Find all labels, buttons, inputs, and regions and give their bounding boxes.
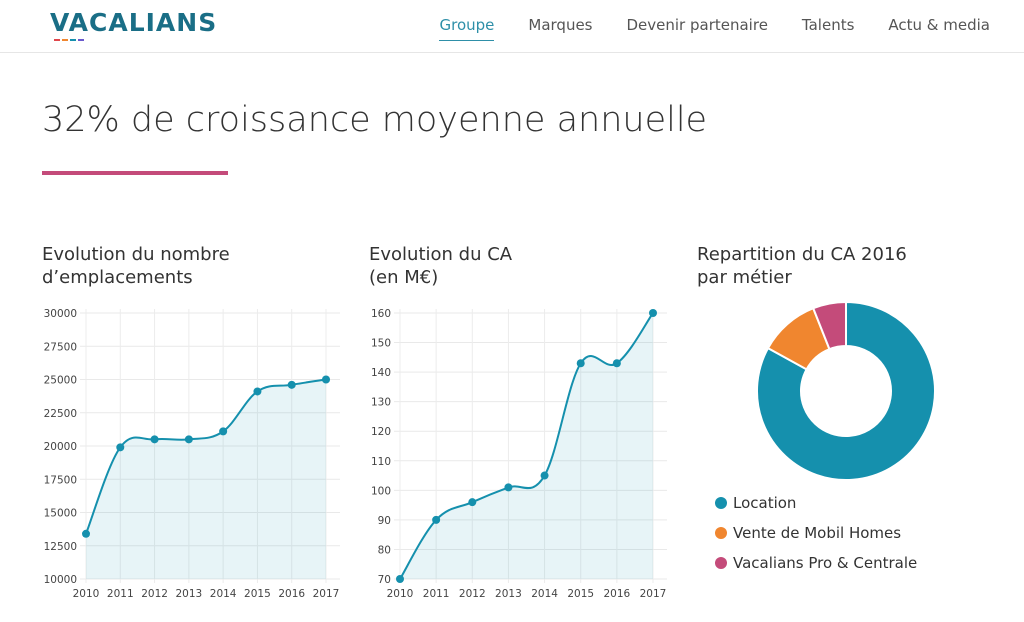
main-nav: Groupe Marques Devenir partenaire Talent… bbox=[439, 16, 990, 41]
legend-label-location: Location bbox=[733, 494, 797, 512]
chart1-title-line1: Evolution du nombre bbox=[42, 244, 230, 265]
chart2-ytick-label: 120 bbox=[371, 426, 391, 438]
chart2-ytick-label: 140 bbox=[371, 367, 391, 379]
chart1-ytick-label: 15000 bbox=[44, 508, 77, 520]
donut-slice-location bbox=[756, 300, 936, 481]
chart2-ytick-label: 100 bbox=[371, 485, 391, 497]
chart1-xtick-label: 2015 bbox=[244, 588, 271, 600]
vacalians-logo[interactable]: VACALIANS bbox=[50, 8, 218, 41]
chart2-title-line1: Evolution du CA bbox=[369, 244, 513, 265]
chart1-xtick-label: 2011 bbox=[107, 588, 134, 600]
chart1-ytick-label: 12500 bbox=[44, 541, 77, 553]
chart1-data-point bbox=[253, 387, 262, 396]
chart1-data-point bbox=[184, 435, 193, 444]
chart2-xtick-label: 2011 bbox=[423, 588, 450, 600]
legend-swatch-vente bbox=[715, 527, 727, 539]
donut-slice-pro bbox=[811, 300, 847, 351]
chart2-ytick-label: 110 bbox=[371, 456, 391, 468]
chart1-data-point bbox=[219, 427, 228, 436]
legend-item-pro[interactable]: Vacalians Pro & Centrale bbox=[715, 548, 917, 578]
legend-swatch-location bbox=[715, 497, 727, 509]
donut-legend: Location Vente de Mobil Homes Vacalians … bbox=[715, 488, 917, 578]
chart2-data-point bbox=[396, 575, 404, 583]
chart1-data-point bbox=[322, 375, 330, 384]
chart2-title-line2: (en M€) bbox=[369, 267, 439, 288]
logo-dots bbox=[54, 39, 84, 41]
nav-marques[interactable]: Marques bbox=[528, 16, 593, 34]
chart1-xtick-label: 2012 bbox=[141, 588, 168, 600]
chart2-xtick-label: 2012 bbox=[459, 588, 486, 600]
chart1-ytick-label: 22500 bbox=[44, 408, 77, 420]
chart2-xtick-label: 2017 bbox=[640, 588, 667, 600]
nav-talents[interactable]: Talents bbox=[801, 16, 855, 34]
chart1-ytick-label: 17500 bbox=[44, 474, 77, 486]
chart1-ytick-label: 30000 bbox=[44, 308, 77, 320]
chart1-ytick-label: 20000 bbox=[44, 441, 77, 453]
chart2-ytick-label: 130 bbox=[371, 397, 391, 409]
chart2-data-point bbox=[504, 483, 513, 492]
chart2-data-point bbox=[432, 515, 441, 524]
chart3-title: Repartition du CA 2016 par métier bbox=[697, 243, 907, 289]
chart2-ytick-label: 80 bbox=[378, 544, 391, 556]
chart3-title-line1: Repartition du CA 2016 bbox=[697, 244, 907, 265]
chart2-ytick-label: 160 bbox=[371, 308, 391, 320]
chart2-area-fill bbox=[400, 313, 653, 579]
chart2-ytick-label: 150 bbox=[371, 338, 391, 350]
chart1-xtick-label: 2016 bbox=[278, 588, 305, 600]
nav-actu-media[interactable]: Actu & media bbox=[888, 16, 990, 34]
chart1-xtick-label: 2013 bbox=[175, 588, 202, 600]
chart1-xtick-label: 2017 bbox=[313, 588, 340, 600]
chart1-area-fill bbox=[86, 379, 326, 579]
chart1-data-point bbox=[116, 443, 125, 452]
logo-text: VACALIANS bbox=[50, 8, 218, 37]
chart2-ytick-label: 90 bbox=[378, 515, 391, 527]
legend-item-vente[interactable]: Vente de Mobil Homes bbox=[715, 518, 917, 548]
chart2-data-point bbox=[612, 359, 621, 368]
chart1-data-point bbox=[150, 435, 159, 444]
headline-underline bbox=[42, 171, 228, 175]
chart1-ytick-label: 25000 bbox=[44, 375, 77, 387]
chart1-data-point bbox=[287, 380, 296, 389]
chart1-ytick-label: 27500 bbox=[44, 341, 77, 353]
legend-label-vente: Vente de Mobil Homes bbox=[733, 524, 902, 542]
chart2-data-point bbox=[540, 471, 549, 480]
nav-groupe[interactable]: Groupe bbox=[439, 16, 495, 41]
legend-item-location[interactable]: Location bbox=[715, 488, 917, 518]
chart1-xtick-label: 2014 bbox=[210, 588, 237, 600]
chart2-xtick-label: 2015 bbox=[567, 588, 594, 600]
chart2-ytick-label: 70 bbox=[378, 574, 391, 586]
nav-devenir-partenaire[interactable]: Devenir partenaire bbox=[626, 16, 768, 34]
chart2-xtick-label: 2016 bbox=[603, 588, 630, 600]
chart2-data-point bbox=[649, 309, 657, 317]
site-header: VACALIANS Groupe Marques Devenir partena… bbox=[0, 0, 1024, 53]
chart1-title: Evolution du nombre d’emplacements bbox=[42, 243, 230, 289]
chart3-title-line2: par métier bbox=[697, 267, 792, 288]
page-headline: 32% de croissance moyenne annuelle bbox=[42, 100, 708, 140]
chart2-title: Evolution du CA (en M€) bbox=[369, 243, 512, 289]
legend-swatch-pro bbox=[715, 557, 727, 569]
chart2-xtick-label: 2014 bbox=[531, 588, 558, 600]
chart1-xtick-label: 2010 bbox=[73, 588, 100, 600]
chart2-xtick-label: 2013 bbox=[495, 588, 522, 600]
chart2-data-point bbox=[576, 359, 585, 368]
chart2-xtick-label: 2010 bbox=[387, 588, 414, 600]
chart2-data-point bbox=[468, 498, 477, 507]
legend-label-pro: Vacalians Pro & Centrale bbox=[733, 554, 918, 572]
chart1-ytick-label: 10000 bbox=[44, 574, 77, 586]
chart1-data-point bbox=[82, 529, 90, 538]
chart1-title-line2: d’emplacements bbox=[42, 267, 193, 288]
